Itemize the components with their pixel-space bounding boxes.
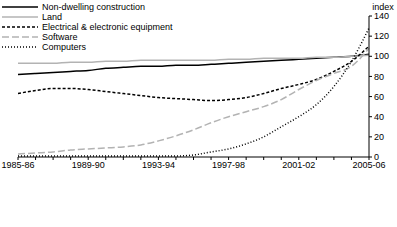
svg-text:0: 0 <box>374 152 379 162</box>
svg-text:60: 60 <box>374 92 384 102</box>
svg-text:120: 120 <box>374 31 389 41</box>
svg-text:80: 80 <box>374 72 384 82</box>
svg-text:1997-98: 1997-98 <box>212 160 245 170</box>
svg-text:140: 140 <box>374 11 389 21</box>
svg-text:1985-86: 1985-86 <box>8 160 35 170</box>
svg-text:2001-02: 2001-02 <box>282 160 315 170</box>
html-text:Electrical & electronic equipm: Electrical & electronic equipment <box>42 22 173 32</box>
html-text:Computers: Computers <box>42 42 86 52</box>
svg-text:1989-90: 1989-90 <box>72 160 105 170</box>
html-text:Non-dwelling construction: Non-dwelling construction <box>42 2 146 12</box>
svg-text:1993-94: 1993-94 <box>142 160 175 170</box>
html-text:Software: Software <box>42 32 78 42</box>
html-text:Land: Land <box>42 12 62 22</box>
svg-text:20: 20 <box>374 132 384 142</box>
svg-text:2005-06: 2005-06 <box>352 160 385 170</box>
svg-text:40: 40 <box>374 112 384 122</box>
svg-text:index: index <box>372 2 389 12</box>
svg-text:100: 100 <box>374 51 389 61</box>
